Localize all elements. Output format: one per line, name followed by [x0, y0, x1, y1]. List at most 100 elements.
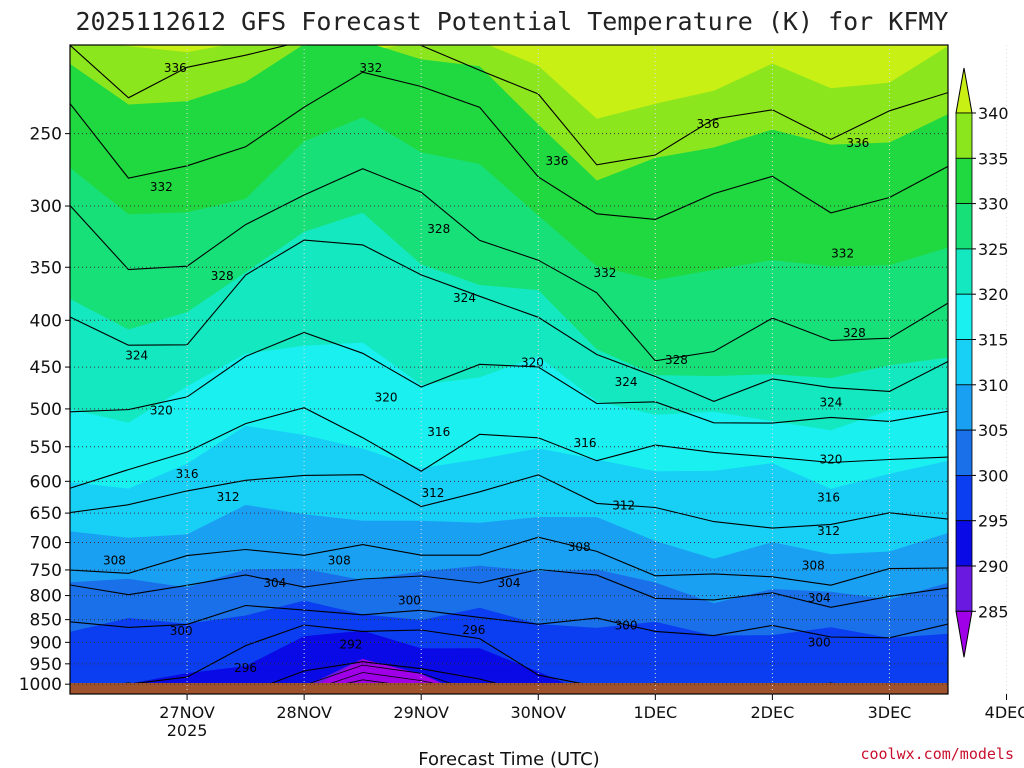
contour-label: 324: [615, 375, 638, 389]
contour-label: 312: [612, 499, 635, 513]
colorbar-label: 325: [978, 240, 1009, 259]
credit-text: coolwx.com/models: [860, 745, 1014, 763]
contour-label: 320: [819, 453, 842, 467]
colorbar-swatch: [955, 520, 973, 567]
y-tick-label: 450: [30, 358, 62, 378]
y-tick-label: 850: [30, 611, 62, 631]
y-tick-label: 900: [30, 633, 62, 653]
isentrope-336: [70, 45, 948, 166]
contour-label: 324: [125, 348, 148, 362]
chart-title: 2025112612 GFS Forecast Potential Temper…: [76, 7, 949, 36]
y-tick-label: 350: [30, 258, 62, 278]
plot-frame: [69, 44, 949, 695]
contour-label: 316: [574, 436, 597, 450]
colorbar-swatch: [955, 339, 973, 386]
contour-label: 332: [359, 61, 382, 75]
contour-label: 304: [263, 576, 286, 590]
y-tick-label: 800: [30, 587, 62, 607]
y-tick-label: 300: [30, 197, 62, 217]
x-tick-label: 1DEC: [633, 703, 677, 722]
colorbar-swatch: [955, 293, 973, 340]
contour-label: 292: [340, 638, 363, 652]
isentrope-316: [70, 407, 948, 489]
x-tick-label: 28NOV: [276, 703, 332, 722]
x-axis-label: Forecast Time (UTC): [418, 749, 599, 768]
colorbar-extend-top: [955, 67, 973, 114]
colorbar-label: 285: [978, 602, 1009, 621]
colorbar-swatch: [955, 112, 973, 159]
y-tick-label: 250: [30, 125, 62, 145]
contour-label: 308: [328, 553, 351, 567]
contour-label: 304: [808, 591, 831, 605]
colorbar-label: 320: [978, 285, 1009, 304]
x-tick-label: 2DEC: [751, 703, 795, 722]
contour-label: 300: [398, 594, 421, 608]
contour-label: 320: [375, 391, 398, 405]
colorbar-swatch: [955, 429, 973, 476]
colorbar-swatch: [955, 474, 973, 522]
isentrope-300: [70, 604, 948, 639]
colorbar-label: 295: [978, 512, 1009, 531]
isentrope-332: [70, 71, 948, 220]
colorbar-label: 315: [978, 331, 1009, 350]
contour-label: 308: [802, 559, 825, 573]
contour-label: 316: [817, 491, 840, 505]
colorbar-swatch: [955, 157, 973, 205]
colorbar-swatch: [955, 203, 973, 250]
contour-label: 300: [808, 635, 831, 649]
colorbar-label: 305: [978, 421, 1009, 440]
y-tick-label: 500: [30, 400, 62, 420]
contour-label: 336: [164, 61, 187, 75]
isentrope-312: [70, 474, 948, 529]
y-tick-label: 650: [30, 504, 62, 524]
contour-label: 324: [453, 291, 476, 305]
contour-label: 316: [427, 425, 450, 439]
colorbar-label: 330: [978, 195, 1009, 214]
contour-label: 296: [462, 623, 485, 637]
isentrope-328: [70, 168, 948, 362]
contour-label: 308: [103, 553, 126, 567]
isentrope-308: [70, 536, 948, 586]
contour-label: 328: [665, 353, 688, 367]
colorbar: 340 335 330 325 320 315 310 305 300 295 290 285: [955, 67, 1009, 658]
contour-label: 332: [831, 246, 854, 260]
contour-label: 328: [211, 269, 234, 283]
x-year-label: 2025: [167, 721, 208, 740]
contour-label: 300: [615, 619, 638, 633]
y-tick-label: 700: [30, 534, 62, 554]
colorbar-swatch: [955, 565, 973, 612]
x-tick-label: 3DEC: [868, 703, 912, 722]
ground-strip: [70, 683, 948, 694]
band-below-295: [70, 630, 948, 694]
colorbar-label: 335: [978, 149, 1009, 168]
colorbar-label: 290: [978, 557, 1009, 576]
contour-label: 336: [846, 136, 869, 150]
y-tick-label: 950: [30, 655, 62, 675]
contour-label: 312: [421, 486, 444, 500]
contour-label: 320: [521, 356, 544, 370]
y-tick-label: 750: [30, 561, 62, 581]
contour-label: 328: [843, 326, 866, 340]
colorbar-extend-bottom: [955, 610, 973, 658]
colorbar-label: 310: [978, 376, 1009, 395]
contour-label: 324: [819, 396, 842, 410]
contour-label: 300: [170, 624, 193, 638]
colorbar-swatch: [955, 248, 973, 295]
plot-area: 336 332 336 336 336 332 328 332 332 328 324 328 324 3…: [70, 45, 948, 694]
contour-label: 304: [498, 576, 521, 590]
isentrope-324: [70, 239, 948, 402]
contour-label: 328: [427, 222, 450, 236]
contour-label: 332: [594, 266, 617, 280]
colorbar-swatch: [955, 384, 973, 431]
contour-label: 312: [817, 524, 840, 538]
contour-label: 332: [150, 180, 173, 194]
axes: 2503003504004505005506006507007508008509…: [19, 44, 1024, 740]
plot-fill-group: 336 332 336 336 336 332 328 332 332 328 324 328 324 3…: [70, 45, 948, 694]
y-tick-label: 400: [30, 311, 62, 331]
isentrope-304: [70, 568, 948, 608]
x-tick-label: 4DEC: [985, 703, 1024, 722]
contour-label: 308: [568, 540, 591, 554]
colorbar-label: 340: [978, 104, 1009, 123]
contour-label: 336: [697, 117, 720, 131]
